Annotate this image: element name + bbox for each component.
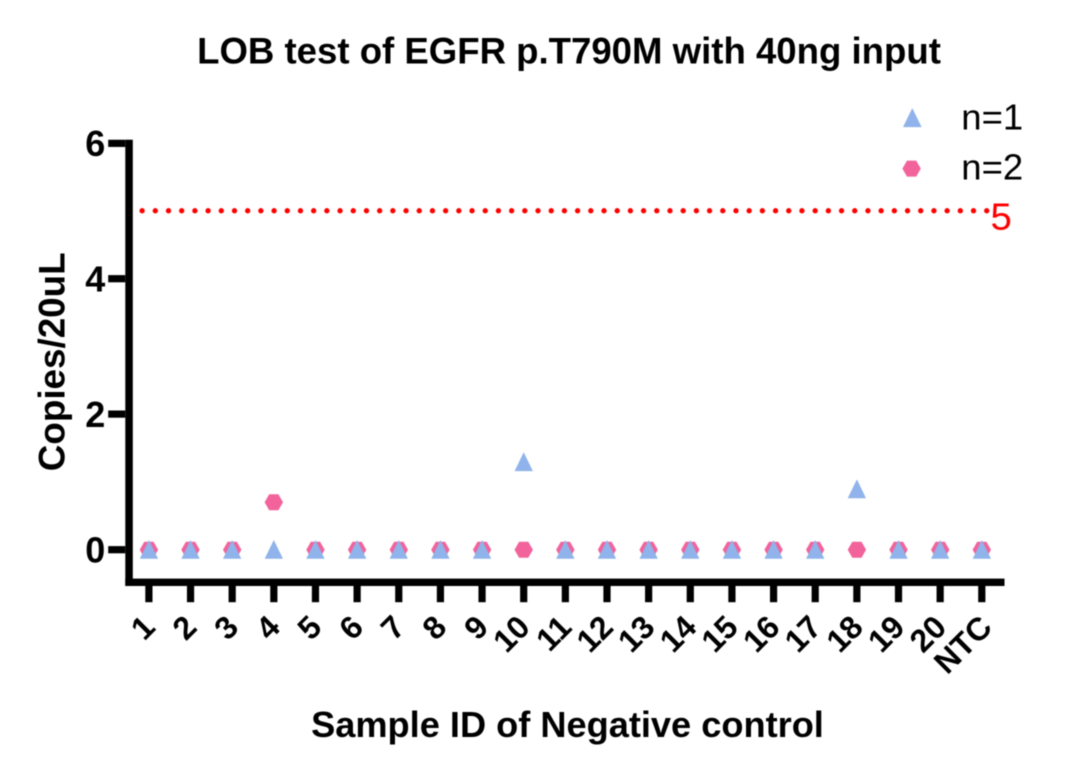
svg-text:0: 0 [85, 529, 105, 570]
svg-text:5: 5 [991, 195, 1012, 238]
svg-text:6: 6 [85, 123, 105, 164]
svg-text:n=1: n=1 [961, 96, 1023, 137]
svg-text:4: 4 [85, 258, 105, 299]
svg-text:Sample ID of Negative control: Sample ID of Negative control [311, 704, 824, 745]
svg-text:Copies/20uL: Copies/20uL [31, 252, 72, 471]
svg-text:LOB test of EGFR p.T790M with: LOB test of EGFR p.T790M with 40ng input [197, 30, 941, 71]
svg-text:n=2: n=2 [961, 146, 1023, 187]
svg-text:2: 2 [85, 394, 105, 435]
